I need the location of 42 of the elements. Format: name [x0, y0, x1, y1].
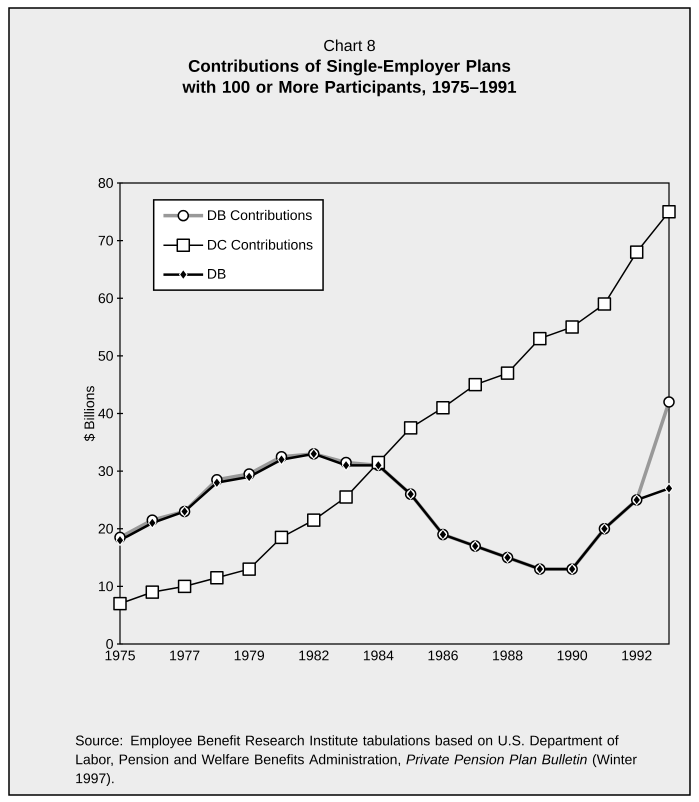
point	[598, 297, 612, 311]
point	[339, 490, 353, 504]
y-tick-label: 50	[98, 350, 113, 361]
x-tick-label: 1992	[622, 650, 652, 660]
y-tick-label: 40	[98, 408, 113, 418]
x-tick-label: 1984	[364, 650, 394, 660]
y-tick-label: 60	[98, 293, 113, 304]
x-tick-label: 1979	[234, 650, 264, 660]
y-tick-label: 20	[98, 524, 113, 534]
text: Source: Employee Benefit Research Institute tabulations based on U.S. Department of Labor, Pension and Welfare Benefits Administration, Private Pension Plan Bulletin (Winter 1997).	[76, 735, 637, 786]
y-tick-label: 70	[98, 236, 113, 246]
point	[436, 400, 450, 414]
x-tick-label: 1990	[558, 650, 588, 660]
x-tick-label: 1977	[170, 650, 200, 660]
point	[307, 513, 321, 527]
chart-subtitle: Contributions of Single-Employer Plans with 100 or More Participants, 1975–1991	[182, 60, 516, 96]
legend-label: DB	[208, 269, 226, 279]
point	[500, 366, 514, 380]
point	[113, 596, 127, 610]
point	[146, 585, 160, 599]
legend-label: DC Contributions	[208, 239, 313, 250]
y-tick-label: 30	[98, 466, 113, 476]
y-axis-title: $ Billions	[84, 386, 96, 442]
x-tick-label: 1988	[493, 650, 522, 660]
legend-label: DB Contributions	[208, 210, 312, 220]
point	[468, 378, 482, 392]
point	[662, 205, 676, 219]
chart-title: Chart 8	[324, 39, 375, 52]
point	[210, 570, 224, 584]
point	[565, 320, 579, 334]
x-tick-label: 1986	[428, 650, 458, 660]
point	[533, 332, 547, 346]
point	[404, 421, 418, 435]
y-tick-label: 10	[99, 581, 113, 592]
x-tick-label: 1982	[299, 650, 329, 660]
y-tick-label: 0	[106, 639, 113, 649]
point	[178, 580, 192, 594]
point	[242, 562, 256, 576]
point	[630, 245, 644, 259]
point	[274, 530, 288, 544]
x-tick-label: 1975	[106, 650, 135, 660]
y-tick-label: 80	[98, 178, 113, 188]
